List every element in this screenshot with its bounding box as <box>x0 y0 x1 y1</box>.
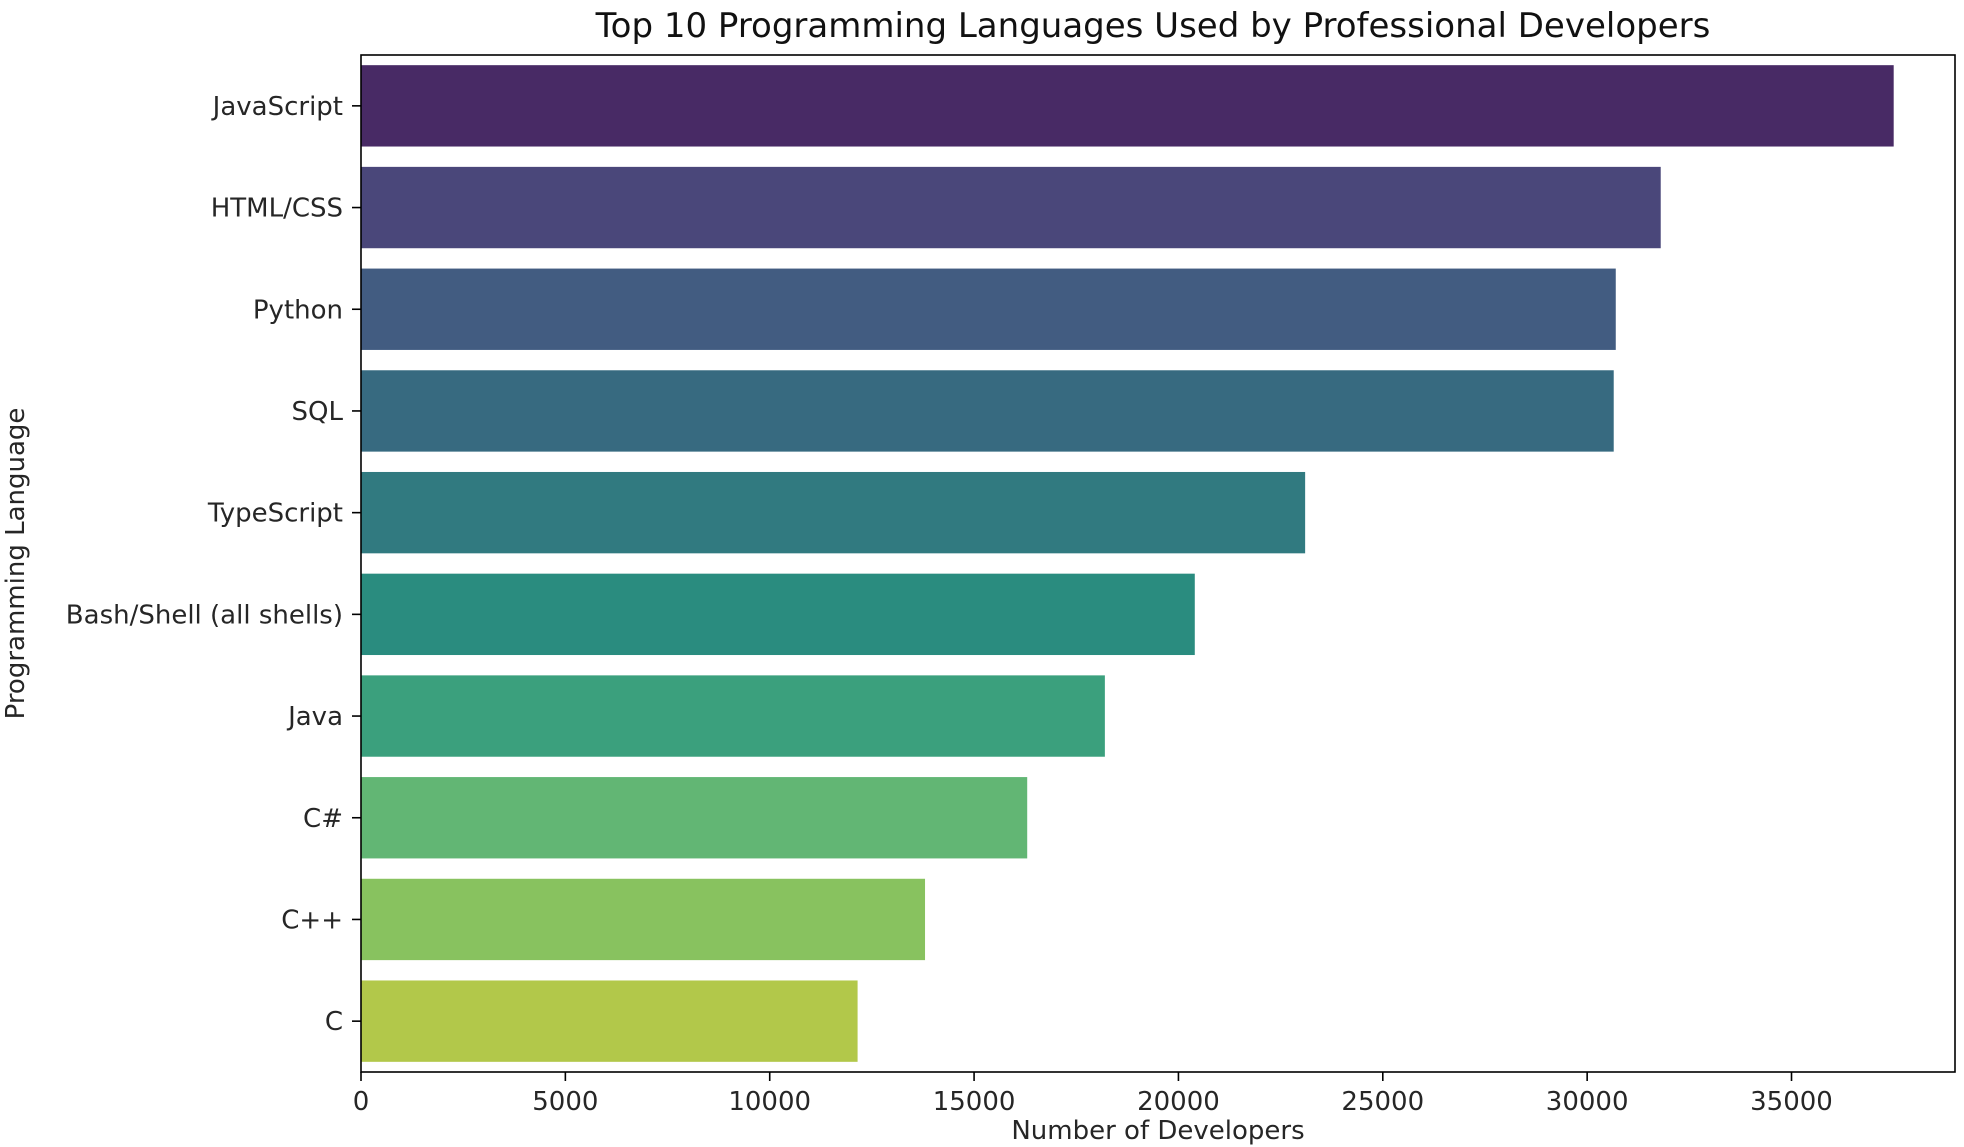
y-tick-label: C# <box>303 804 343 834</box>
y-tick-label: Python <box>253 295 343 325</box>
y-tick-label: Java <box>286 702 343 732</box>
bar-html-css <box>361 166 1661 249</box>
x-tick-label: 35000 <box>1750 1087 1833 1117</box>
bar-cplusplus <box>361 878 926 961</box>
x-axis-label: Number of Developers <box>1011 1116 1304 1146</box>
x-tick-label: 10000 <box>728 1087 811 1117</box>
bar-javascript <box>361 65 1894 147</box>
bar-typescript <box>361 471 1306 554</box>
bar-c <box>361 980 858 1062</box>
y-tick-label: C++ <box>281 905 343 935</box>
y-tick-label: HTML/CSS <box>211 194 343 224</box>
x-tick-label: 5000 <box>532 1087 598 1117</box>
y-tick-label: C <box>325 1007 343 1037</box>
bar-csharp <box>361 777 1028 859</box>
x-tick-label: 0 <box>353 1087 370 1117</box>
chart-title: Top 10 Programming Languages Used by Pro… <box>595 6 1711 46</box>
x-tick-label: 30000 <box>1546 1087 1629 1117</box>
bar-java <box>361 675 1105 757</box>
y-tick-label: TypeScript <box>207 499 343 529</box>
x-axis: 0 5000 10000 15000 20000 25000 30000 35000 <box>353 1072 1833 1117</box>
x-tick-label: 20000 <box>1137 1087 1220 1117</box>
y-tick-label: JavaScript <box>211 92 343 122</box>
bar-sql <box>361 370 1614 452</box>
x-tick-label: 15000 <box>933 1087 1016 1117</box>
x-tick-label: 25000 <box>1341 1087 1424 1117</box>
y-axis-label: Programming Language <box>1 408 31 720</box>
plot-frame <box>360 54 1956 1073</box>
y-axis: JavaScript HTML/CSS Python SQL TypeScript Bas… <box>66 92 361 1037</box>
y-tick-label: Bash/Shell (all shells) <box>66 600 343 630</box>
bars-group <box>361 65 1894 1062</box>
bar-bash-shell-all-shells <box>361 573 1195 656</box>
bar-python <box>361 268 1616 350</box>
y-tick-label: SQL <box>292 397 344 427</box>
